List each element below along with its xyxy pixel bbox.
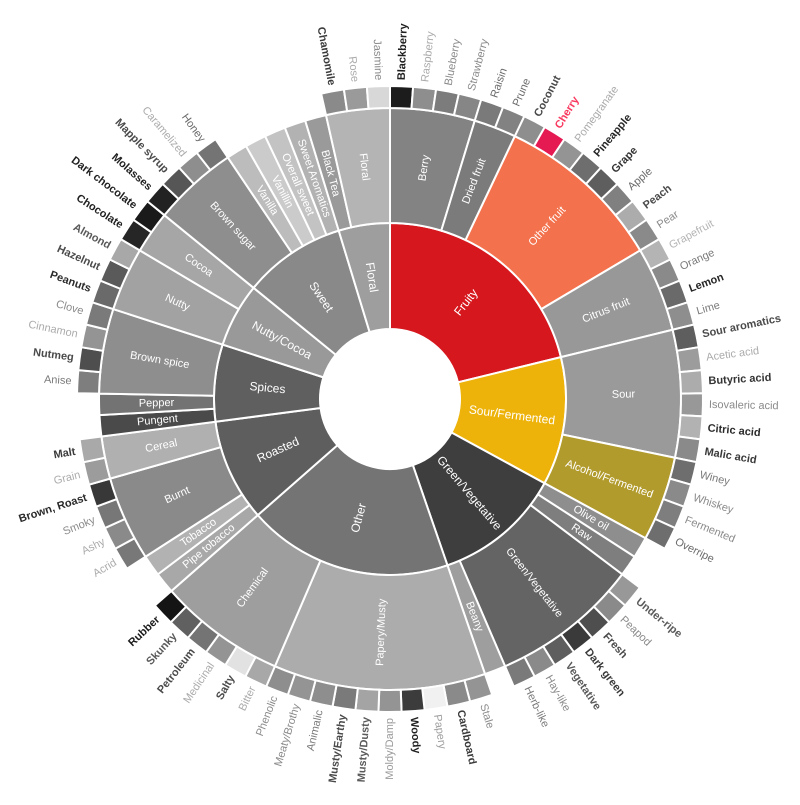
flavor-label-butyric-acid: Butyric acid — [708, 372, 772, 387]
segment-label-sour: Sour — [612, 388, 636, 400]
flavor-segment-isovaleric-acid[interactable] — [679, 392, 705, 418]
flavor-label-isovaleric-acid: Isovaleric acid — [709, 399, 779, 412]
flavor-label-blackberry: Blackberry — [396, 22, 410, 80]
flavor-segment-musty-dusty[interactable] — [354, 687, 381, 713]
flavor-label-citric-acid: Citric acid — [707, 422, 761, 439]
flavor-segment-rose[interactable] — [342, 85, 370, 113]
segment-label-floral: Floral — [363, 261, 381, 293]
flavor-label-malt: Malt — [53, 446, 77, 462]
flavor-label-nutmeg: Nutmeg — [32, 347, 74, 364]
flavor-segment-papery[interactable] — [421, 683, 449, 712]
flavor-label-musty-dusty: Musty/Dusty — [356, 716, 373, 783]
flavor-label-raspberry: Raspberry — [419, 30, 437, 82]
segment-label-papery-musty: Papery/Musty — [374, 598, 388, 666]
flavor-segment-acetic-acid[interactable] — [675, 346, 703, 374]
segment-label-pepper: Pepper — [139, 397, 175, 410]
flavor-label-papery: Papery — [431, 714, 448, 751]
flavor-segment-woody[interactable] — [399, 687, 426, 713]
flavor-label-anise: Anise — [44, 374, 72, 388]
flavor-segment-moldy-damp[interactable] — [377, 688, 403, 714]
flavor-label-woody: Woody — [408, 717, 423, 755]
flavor-segment-citric-acid[interactable] — [677, 414, 704, 441]
flavor-segment-butyric-acid[interactable] — [678, 369, 704, 395]
flavor-label-moldy-damp: Moldy/Damp — [384, 718, 396, 780]
flavor-segment-anise[interactable] — [76, 369, 102, 395]
segment-label-floral: Floral — [357, 153, 372, 182]
wheel-center-hole — [320, 329, 460, 469]
flavor-label-jasmine: Jasmine — [371, 39, 384, 80]
flavor-segment-chamomile[interactable] — [319, 88, 349, 117]
flavor-label-rose: Rose — [346, 56, 361, 83]
flavor-segment-jasmine[interactable] — [365, 84, 391, 110]
flavor-segment-blackberry[interactable] — [389, 84, 415, 110]
segment-label-spices: Spices — [249, 379, 286, 396]
segment-label-berry: Berry — [417, 154, 433, 182]
flavor-segment-malt[interactable] — [78, 435, 107, 464]
segment-label-pungent: Pungent — [137, 413, 179, 429]
